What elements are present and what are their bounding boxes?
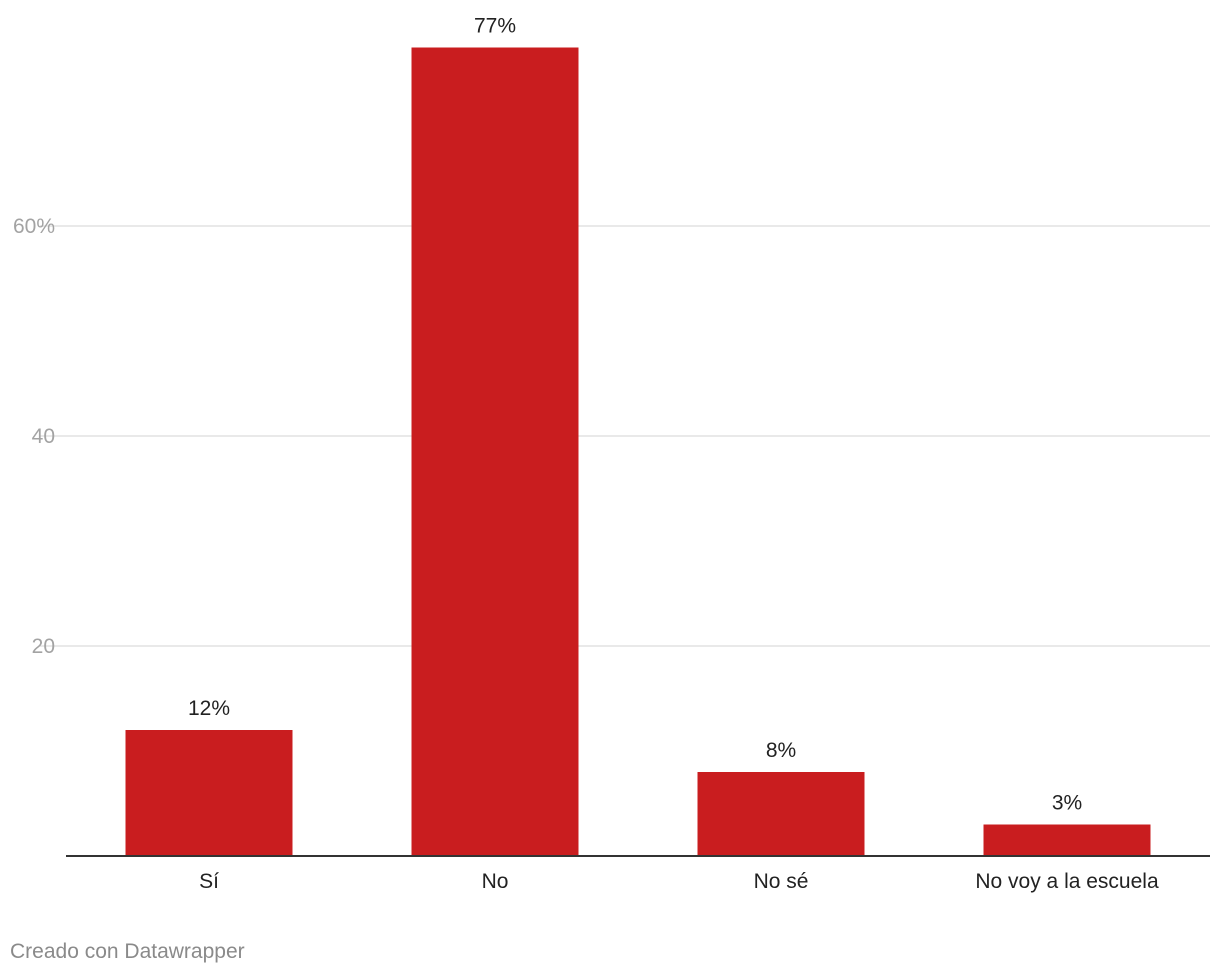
bar bbox=[983, 824, 1151, 856]
x-tick-label: No voy a la escuela bbox=[975, 870, 1159, 893]
bar bbox=[125, 730, 293, 856]
x-tick-label: No bbox=[482, 870, 509, 893]
y-tick-label: 40 bbox=[32, 425, 55, 448]
data-label: 8% bbox=[766, 739, 796, 762]
x-tick-label: Sí bbox=[199, 870, 219, 893]
footer-credit[interactable]: Creado con Datawrapper bbox=[10, 940, 245, 963]
data-label: 77% bbox=[474, 15, 516, 38]
x-tick-label: No sé bbox=[754, 870, 809, 893]
bar bbox=[697, 772, 865, 856]
y-tick-label: 20 bbox=[32, 635, 55, 658]
data-label: 12% bbox=[188, 697, 230, 720]
y-tick-label: 60% bbox=[13, 215, 55, 238]
data-label: 3% bbox=[1052, 792, 1082, 815]
bar bbox=[411, 47, 579, 856]
